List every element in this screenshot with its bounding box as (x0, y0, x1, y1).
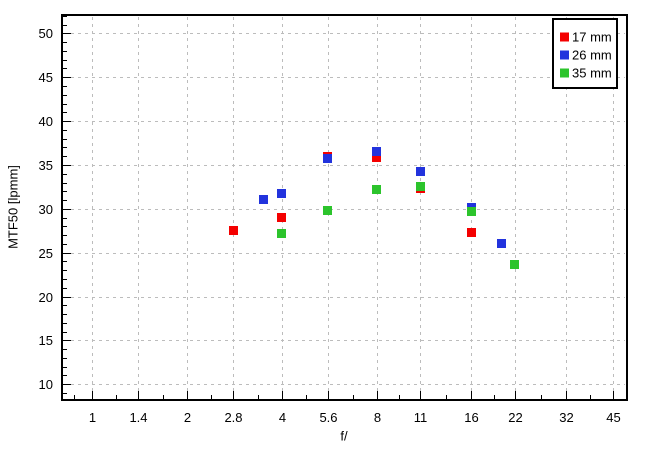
data-point-17mm (372, 153, 381, 162)
data-point-17mm (467, 228, 476, 237)
y-tick-label: 15 (39, 333, 53, 348)
plot-border (61, 14, 628, 401)
data-point-26mm (416, 167, 425, 176)
data-point-26mm (372, 147, 381, 156)
x-tick-label: 11 (414, 410, 428, 425)
x-tick-label: 8 (374, 410, 381, 425)
data-point-17mm (229, 226, 238, 235)
legend-label: 26 mm (572, 48, 612, 63)
data-point-35mm (372, 185, 381, 194)
x-tick-label: 1 (89, 410, 96, 425)
legend-label: 35 mm (572, 66, 612, 81)
data-point-35mm (323, 206, 332, 215)
y-tick-label: 20 (39, 290, 53, 305)
x-tick-label: 32 (559, 410, 573, 425)
legend-swatch (560, 32, 569, 42)
y-tick-label: 45 (39, 70, 53, 85)
legend: 17 mm 26 mm 35 mm (552, 18, 618, 89)
y-axis-title: MTF50 [lpmm] (5, 165, 21, 249)
legend-label: 17 mm (572, 30, 612, 45)
x-tick-label: 2 (184, 410, 191, 425)
data-point-17mm (277, 213, 286, 222)
data-point-35mm (416, 182, 425, 191)
y-tick-label: 10 (39, 377, 53, 392)
x-tick-label: 22 (508, 410, 522, 425)
x-tick-label: 45 (606, 410, 620, 425)
legend-swatch (560, 68, 569, 78)
data-point-35mm (467, 207, 476, 216)
legend-swatch (560, 50, 569, 60)
x-tick-label: 5.6 (319, 410, 337, 425)
x-axis-title: f/ (340, 428, 348, 444)
data-point-26mm (277, 189, 286, 198)
x-tick-label: 4 (279, 410, 286, 425)
data-point-26mm (497, 239, 506, 248)
y-tick-label: 25 (39, 246, 53, 261)
x-tick-label: 16 (464, 410, 478, 425)
data-point-35mm (277, 229, 286, 238)
y-tick-label: 35 (39, 158, 53, 173)
y-tick-label: 30 (39, 202, 53, 217)
x-tick-label: 1.4 (129, 410, 147, 425)
data-point-35mm (510, 260, 519, 269)
data-point-26mm (259, 195, 268, 204)
y-tick-label: 40 (39, 114, 53, 129)
y-tick-label: 50 (39, 26, 53, 41)
x-tick-label: 2.8 (224, 410, 242, 425)
data-point-26mm (323, 154, 332, 163)
